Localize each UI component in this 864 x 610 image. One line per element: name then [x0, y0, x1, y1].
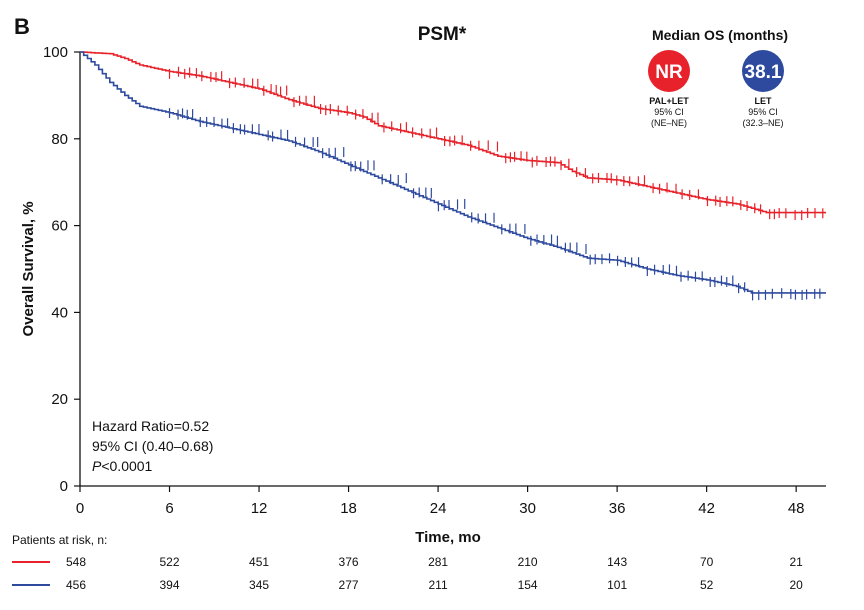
x-tick-label: 30	[519, 500, 536, 517]
series-layer	[80, 51, 826, 301]
legend-badge-pal-let	[648, 50, 690, 92]
at-risk-table: 548 522 451 376 281 210 143 70 21 456 394 345 277 211…	[12, 555, 803, 592]
at-risk-count: 20	[789, 578, 803, 592]
series-let	[80, 51, 826, 301]
x-ticks: 0 6 12 18 24 30 36 42 48	[76, 486, 805, 517]
legend-item-let: 38.1 LET 95% CI (32.3–NE)	[742, 50, 784, 128]
at-risk-count: 548	[66, 555, 86, 569]
series-pal-let	[80, 51, 826, 221]
legend-ci-pal-let: (NE–NE)	[651, 118, 687, 128]
legend-badge-value-let: 38.1	[745, 62, 782, 83]
legend-item-pal-let: NR PAL+LET 95% CI (NE–NE)	[648, 50, 690, 128]
y-tick-label: 60	[51, 218, 68, 235]
at-risk-count: 281	[428, 555, 448, 569]
legend-arm-pal-let: PAL+LET	[649, 96, 689, 106]
y-ticks: 0 20 40 60 80 100	[43, 44, 80, 495]
x-tick-label: 18	[340, 500, 357, 517]
survival-curve	[80, 51, 826, 294]
at-risk-count: 52	[700, 578, 714, 592]
at-risk-count: 394	[160, 578, 180, 592]
legend-title: Median OS (months)	[652, 27, 788, 43]
x-tick-label: 36	[609, 500, 626, 517]
at-risk-count: 21	[789, 555, 803, 569]
x-tick-label: 48	[788, 500, 805, 517]
x-axis-label: Time, mo	[415, 529, 481, 546]
at-risk-count: 522	[160, 555, 180, 569]
at-risk-count: 154	[518, 578, 538, 592]
at-risk-count: 451	[249, 555, 269, 569]
legend-ci-label-pal-let: 95% CI	[654, 107, 684, 117]
at-risk-count: 143	[607, 555, 627, 569]
p-value-number: <0.0001	[101, 458, 152, 474]
at-risk-count: 376	[339, 555, 359, 569]
legend-badge-let	[742, 50, 784, 92]
x-tick-label: 6	[165, 500, 173, 517]
y-tick-label: 0	[60, 478, 68, 495]
y-tick-label: 80	[51, 131, 68, 148]
p-value-symbol: P	[92, 458, 102, 474]
legend-ci-label-let: 95% CI	[748, 107, 778, 117]
at-risk-count: 70	[700, 555, 714, 569]
legend-arm-let: LET	[755, 96, 773, 106]
y-tick-label: 20	[51, 391, 68, 408]
at-risk-title: Patients at risk, n:	[12, 533, 107, 547]
hazard-ratio: Hazard Ratio=0.52	[92, 418, 209, 434]
at-risk-count: 210	[518, 555, 538, 569]
y-tick-label: 100	[43, 44, 68, 61]
at-risk-count: 345	[249, 578, 269, 592]
x-tick-label: 12	[251, 500, 268, 517]
at-risk-count: 456	[66, 578, 86, 592]
p-value: P<0.0001	[92, 458, 153, 474]
x-tick-label: 0	[76, 500, 84, 517]
confidence-interval: 95% CI (0.40–0.68)	[92, 438, 213, 454]
chart-title: PSM*	[418, 24, 467, 45]
at-risk-count: 101	[607, 578, 627, 592]
legend-ci-let: (32.3–NE)	[742, 118, 783, 128]
x-tick-label: 24	[430, 500, 447, 517]
stats-box: Hazard Ratio=0.52 95% CI (0.40–0.68) P<0…	[92, 418, 213, 474]
x-tick-label: 42	[698, 500, 715, 517]
survival-curve	[80, 51, 826, 214]
at-risk-count: 277	[339, 578, 359, 592]
y-tick-label: 40	[51, 304, 68, 321]
at-risk-count: 211	[429, 578, 448, 592]
legend-badge-value-pal-let: NR	[655, 62, 683, 83]
y-axis-label: Overall Survival, %	[20, 201, 37, 336]
panel-letter: B	[14, 14, 30, 39]
